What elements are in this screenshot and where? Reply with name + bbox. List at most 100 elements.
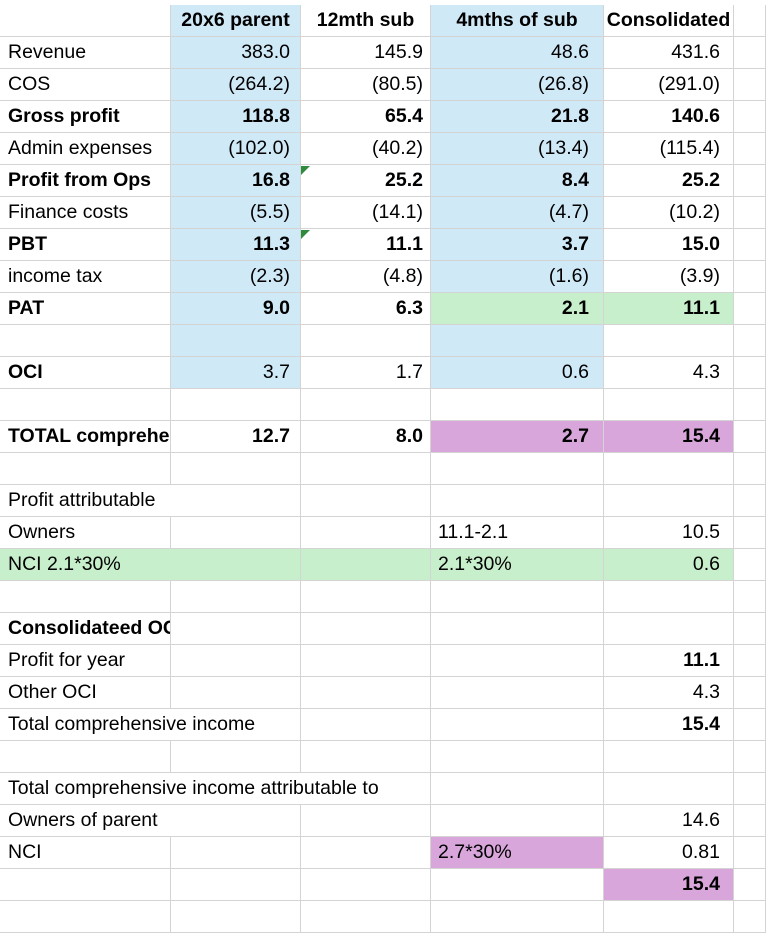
cell-12mth[interactable]: 8.0 bbox=[301, 421, 431, 453]
cell-empty[interactable] bbox=[431, 389, 604, 421]
cell-empty[interactable] bbox=[0, 869, 171, 901]
cell-empty[interactable] bbox=[604, 773, 734, 805]
cell-empty[interactable] bbox=[734, 517, 766, 549]
cell-empty[interactable] bbox=[734, 645, 766, 677]
cell-parent[interactable]: 118.8 bbox=[171, 101, 301, 133]
cell-empty[interactable] bbox=[734, 901, 766, 933]
cell-empty[interactable] bbox=[734, 773, 766, 805]
cell-12mth[interactable]: (14.1) bbox=[301, 197, 431, 229]
cell-empty[interactable] bbox=[0, 901, 171, 933]
cell-empty[interactable] bbox=[431, 485, 604, 517]
cell-empty[interactable] bbox=[171, 837, 301, 869]
cell-empty[interactable] bbox=[734, 293, 766, 325]
cell-empty[interactable] bbox=[171, 581, 301, 613]
cell-empty[interactable] bbox=[301, 389, 431, 421]
cell-empty[interactable] bbox=[734, 197, 766, 229]
cell-parent[interactable]: (2.3) bbox=[171, 261, 301, 293]
cell-empty[interactable] bbox=[301, 613, 431, 645]
cell-empty[interactable] bbox=[431, 741, 604, 773]
cell-empty[interactable] bbox=[0, 581, 171, 613]
cell-empty[interactable] bbox=[734, 229, 766, 261]
cell-consolidated[interactable]: (291.0) bbox=[604, 69, 734, 101]
cell-empty[interactable] bbox=[734, 357, 766, 389]
cell-empty[interactable] bbox=[734, 421, 766, 453]
row-label[interactable]: PAT bbox=[0, 293, 171, 325]
row-label[interactable]: PBT bbox=[0, 229, 171, 261]
cell-empty[interactable] bbox=[301, 581, 431, 613]
cell-empty[interactable] bbox=[0, 741, 171, 773]
cell-12mth[interactable]: 145.9 bbox=[301, 37, 431, 69]
cell-empty[interactable] bbox=[734, 805, 766, 837]
cell-4mths[interactable]: 3.7 bbox=[431, 229, 604, 261]
cell-12mth[interactable]: 11.1 bbox=[301, 229, 431, 261]
cell-consolidated[interactable]: 11.1 bbox=[604, 645, 734, 677]
cell-empty[interactable] bbox=[301, 517, 431, 549]
cell-consolidated[interactable]: 0.81 bbox=[604, 837, 734, 869]
cell-empty[interactable] bbox=[301, 453, 431, 485]
cell-consolidated[interactable]: 4.3 bbox=[604, 357, 734, 389]
cell-empty[interactable] bbox=[431, 773, 604, 805]
cell-empty[interactable] bbox=[171, 805, 301, 837]
cell-parent[interactable]: (102.0) bbox=[171, 133, 301, 165]
cell-empty[interactable] bbox=[171, 645, 301, 677]
cell-empty[interactable] bbox=[431, 453, 604, 485]
cell-consolidated[interactable]: 14.6 bbox=[604, 805, 734, 837]
cell-consolidated[interactable]: 431.6 bbox=[604, 37, 734, 69]
header-4mths-sub[interactable]: 4mths of sub bbox=[431, 5, 604, 37]
cell-empty[interactable] bbox=[171, 549, 301, 581]
row-label[interactable]: TOTAL comprehensive income bbox=[0, 421, 171, 453]
cell-consolidated[interactable]: 140.6 bbox=[604, 101, 734, 133]
cell-parent[interactable]: (5.5) bbox=[171, 197, 301, 229]
cell-empty[interactable] bbox=[171, 741, 301, 773]
cell-parent[interactable]: (264.2) bbox=[171, 69, 301, 101]
cell-empty[interactable] bbox=[734, 261, 766, 293]
cell-empty[interactable] bbox=[604, 613, 734, 645]
row-label[interactable]: OCI bbox=[0, 357, 171, 389]
cell-empty[interactable] bbox=[734, 581, 766, 613]
comment-indicator-icon[interactable] bbox=[301, 230, 310, 239]
cell-empty[interactable] bbox=[604, 325, 734, 357]
row-label[interactable]: Owners of parent bbox=[0, 805, 171, 837]
cell-consolidated[interactable]: 0.6 bbox=[604, 549, 734, 581]
row-label[interactable]: Finance costs bbox=[0, 197, 171, 229]
cell-consolidated[interactable]: (115.4) bbox=[604, 133, 734, 165]
cell-empty[interactable] bbox=[301, 645, 431, 677]
row-label[interactable]: Owners bbox=[0, 517, 171, 549]
cell-empty[interactable] bbox=[734, 837, 766, 869]
cell-empty[interactable] bbox=[301, 805, 431, 837]
row-label[interactable]: Revenue bbox=[0, 37, 171, 69]
cell-12mth[interactable]: (80.5) bbox=[301, 69, 431, 101]
cell-empty[interactable] bbox=[171, 389, 301, 421]
cell-empty[interactable] bbox=[734, 613, 766, 645]
cell-empty[interactable] bbox=[734, 677, 766, 709]
cell-parent[interactable]: 383.0 bbox=[171, 37, 301, 69]
row-label[interactable]: NCI bbox=[0, 837, 171, 869]
cell-12mth[interactable]: (4.8) bbox=[301, 261, 431, 293]
cell-empty[interactable] bbox=[431, 613, 604, 645]
section-title[interactable]: Total comprehensive income attributable … bbox=[0, 773, 431, 805]
cell-empty[interactable] bbox=[431, 709, 604, 741]
cell-parent[interactable]: 9.0 bbox=[171, 293, 301, 325]
cell-empty[interactable] bbox=[171, 517, 301, 549]
cell-empty[interactable] bbox=[171, 325, 301, 357]
cell-empty[interactable] bbox=[431, 805, 604, 837]
row-label[interactable]: NCI 2.1*30% bbox=[0, 549, 171, 581]
cell-consolidated[interactable]: 15.4 bbox=[604, 709, 734, 741]
cell-empty[interactable] bbox=[431, 869, 604, 901]
cell-empty[interactable] bbox=[301, 741, 431, 773]
row-label[interactable]: Profit from Ops bbox=[0, 165, 171, 197]
cell-empty[interactable] bbox=[431, 901, 604, 933]
cell-empty[interactable] bbox=[301, 549, 431, 581]
section-title[interactable]: Consolidateed OCI bbox=[0, 613, 171, 645]
row-label[interactable]: Other OCI bbox=[0, 677, 171, 709]
header-parent[interactable]: 20x6 parent bbox=[171, 5, 301, 37]
cell-empty[interactable] bbox=[734, 101, 766, 133]
cell-empty[interactable] bbox=[604, 389, 734, 421]
cell-4mths[interactable]: 21.8 bbox=[431, 101, 604, 133]
cell-12mth[interactable]: 6.3 bbox=[301, 293, 431, 325]
cell-empty[interactable] bbox=[604, 485, 734, 517]
cell-consolidated[interactable]: 15.0 bbox=[604, 229, 734, 261]
header-consolidated[interactable]: Consolidated bbox=[604, 5, 734, 37]
section-title[interactable]: Profit attributable bbox=[0, 485, 171, 517]
cell-empty[interactable] bbox=[604, 741, 734, 773]
